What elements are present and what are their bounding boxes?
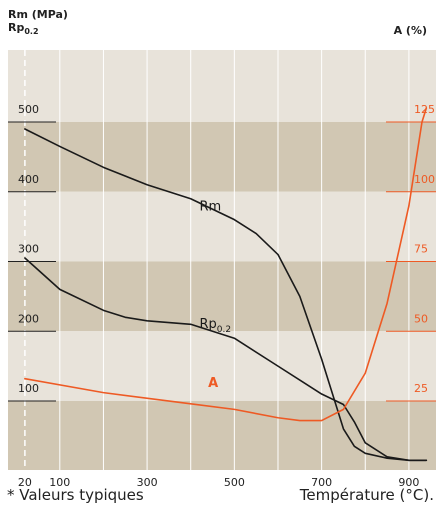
series-label: A bbox=[208, 376, 218, 391]
series-line-rp02 bbox=[24, 257, 428, 462]
series-label: Rm bbox=[199, 200, 221, 215]
left-axis-title-rp: Rp0.2 bbox=[8, 21, 39, 37]
series-label-sub: 0.2 bbox=[217, 325, 231, 335]
y-right-tick-label: 125 bbox=[414, 103, 435, 116]
y-right-tick-label: 50 bbox=[414, 312, 428, 325]
series-line-rm bbox=[24, 128, 428, 462]
y-right-tick-label: 100 bbox=[414, 173, 435, 186]
x-tick-label: 100 bbox=[49, 476, 70, 489]
y-right-tick-label: 75 bbox=[414, 243, 428, 256]
x-axis-caption: Température (°C). bbox=[299, 486, 434, 504]
y-left-tick-label: 400 bbox=[18, 173, 39, 186]
plot-band bbox=[8, 122, 436, 192]
right-axis-title: A (%) bbox=[393, 24, 427, 37]
y-left-tick-label: 200 bbox=[18, 312, 39, 325]
plot-band bbox=[8, 401, 436, 470]
y-left-tick-label: 100 bbox=[18, 382, 39, 395]
x-tick-label: 300 bbox=[137, 476, 158, 489]
plot-band bbox=[8, 50, 436, 122]
x-tick-label: 500 bbox=[224, 476, 245, 489]
y-left-tick-label: 500 bbox=[18, 103, 39, 116]
left-axis-title-rm: Rm (MPa) bbox=[8, 8, 68, 21]
y-left-tick-label: 300 bbox=[18, 243, 39, 256]
left-axis-title: Rm (MPa) Rp0.2 bbox=[8, 8, 68, 38]
plot-band bbox=[8, 261, 436, 332]
y-right-tick-label: 25 bbox=[414, 382, 428, 395]
x-tick-label: 700 bbox=[311, 476, 332, 489]
plot-band bbox=[8, 331, 436, 401]
x-tick-label: 20 bbox=[18, 476, 32, 489]
series-line-a bbox=[24, 107, 428, 422]
x-tick-label: 900 bbox=[398, 476, 419, 489]
footnote: * Valeurs typiques bbox=[7, 486, 144, 504]
plot-band bbox=[8, 191, 436, 262]
